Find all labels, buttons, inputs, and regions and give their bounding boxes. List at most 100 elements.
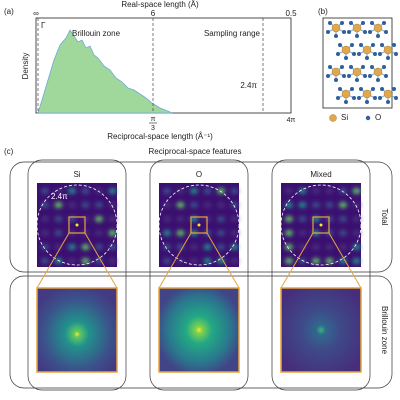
oxygen-atom (382, 65, 386, 69)
feature-blob (41, 188, 49, 194)
top-tick: 6 (151, 9, 156, 18)
center-point (319, 223, 323, 227)
oxygen-atom (359, 43, 363, 47)
feature-blob (298, 188, 307, 194)
feature-blob (285, 258, 293, 264)
cutoff-circle (36, 184, 118, 266)
oxygen-atom (336, 52, 340, 56)
oxygen-atom (361, 65, 365, 69)
panel-label: (a) (4, 7, 14, 16)
oxygen-atom (347, 30, 351, 34)
oxygen-atom (336, 96, 340, 100)
oxygen-atom (338, 87, 342, 91)
oxygen-atom (365, 100, 369, 104)
feature-blob (298, 202, 307, 208)
oxygen-atom (342, 30, 346, 34)
oxygen-atom (357, 52, 361, 56)
row-frame (9, 275, 393, 389)
feature-blob (95, 230, 103, 236)
column-label: Si (73, 170, 80, 179)
feature-blob (176, 258, 185, 264)
bz-map (36, 287, 118, 373)
feature-blob (217, 188, 225, 194)
feature-blob (81, 258, 90, 264)
feature-blob (230, 230, 239, 236)
circle-label: 2.4π (51, 192, 68, 201)
feature-blob (54, 258, 63, 264)
feature-blob (217, 230, 225, 236)
legend-label: O (375, 113, 381, 122)
oxygen-atom (334, 34, 338, 38)
oxygen-atom (371, 87, 375, 91)
oxygen-atom (368, 30, 372, 34)
legend-label: Si (341, 113, 348, 122)
oxygen-atom (378, 96, 382, 100)
oxygen-atom (349, 65, 353, 69)
feature-blob (95, 216, 103, 222)
feature-blob (217, 244, 225, 250)
bz-map (280, 287, 362, 373)
row-label: Total (380, 209, 389, 226)
feature-blob (41, 230, 49, 236)
feature-blob (352, 230, 361, 236)
feature-blob (352, 244, 361, 250)
oxygen-atom (328, 21, 332, 25)
feature-blob (325, 244, 334, 250)
feature-blob (285, 188, 293, 194)
feature-blob (339, 230, 347, 236)
feature-blob (108, 188, 117, 194)
feature-blob (81, 188, 90, 194)
feature-blob (190, 258, 198, 264)
feature-blob (203, 202, 212, 208)
silicon-atom (352, 67, 362, 77)
feature-blob (108, 258, 117, 264)
panel-label: (b) (318, 7, 328, 16)
crystal-structure (326, 21, 398, 104)
feature-blob (41, 244, 49, 250)
silicon-atom (331, 23, 341, 33)
zoom-line (36, 232, 70, 289)
oxygen-atom (340, 65, 344, 69)
feature-blob (176, 230, 185, 236)
feature-blob (352, 216, 361, 222)
region-label: Brillouin zone (72, 29, 121, 38)
oxygen-atom (370, 21, 374, 25)
oxygen-atom (386, 56, 390, 60)
oxygen-atom (352, 52, 356, 56)
feature-blob (68, 258, 76, 264)
feature-blob (298, 216, 307, 222)
x-axis-label: Reciprocal-space length (Å⁻¹) (107, 132, 213, 141)
gamma-label: Γ (41, 21, 46, 30)
feature-blob (352, 188, 361, 194)
silicon-atom (341, 45, 351, 55)
feature-blob (163, 230, 171, 236)
oxygen-atom (326, 74, 330, 78)
feature-blob (298, 258, 307, 264)
oxygen-atom (363, 30, 367, 34)
feature-blob (325, 188, 334, 194)
oxygen-atom (340, 21, 344, 25)
zoom-box (68, 216, 86, 234)
panel-a: (a) Real-space length (Å) ∞ 6 0.5 Γ Bril… (4, 0, 297, 141)
feature-blob (325, 258, 334, 264)
silicon-atom (331, 67, 341, 77)
zoom-box (312, 216, 330, 234)
oxygen-atom (344, 56, 348, 60)
oxygen-atom (373, 96, 377, 100)
feature-blob (41, 258, 49, 264)
oxygen-atom (365, 56, 369, 60)
feature-blob (312, 244, 320, 250)
panel-label: (c) (4, 147, 14, 156)
feature-blob (68, 202, 76, 208)
cutoff-circle (158, 184, 240, 266)
oxygen-atom (376, 34, 380, 38)
legend-marker (365, 115, 371, 121)
oxygen-atom (359, 87, 363, 91)
oxygen-atom (363, 74, 367, 78)
oxygen-atom (392, 43, 396, 47)
oxygen-atom (334, 78, 338, 82)
silicon-atom (352, 23, 362, 33)
y-axis-label: Density (21, 53, 30, 80)
feature-blob (81, 244, 90, 250)
